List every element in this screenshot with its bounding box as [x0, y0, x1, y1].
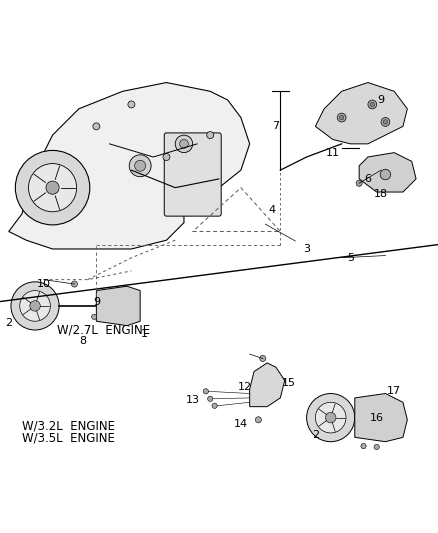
- Text: 5: 5: [347, 253, 354, 263]
- Circle shape: [11, 282, 59, 330]
- Text: 8: 8: [80, 336, 87, 346]
- Polygon shape: [9, 83, 250, 249]
- Circle shape: [260, 356, 266, 361]
- Circle shape: [135, 160, 145, 171]
- Text: 3: 3: [303, 244, 310, 254]
- FancyBboxPatch shape: [164, 133, 221, 216]
- Text: 10: 10: [37, 279, 51, 289]
- Text: 2: 2: [312, 430, 319, 440]
- Circle shape: [315, 402, 346, 433]
- Circle shape: [381, 118, 390, 126]
- Polygon shape: [355, 393, 407, 442]
- Text: W/2.7L  ENGINE: W/2.7L ENGINE: [57, 324, 150, 336]
- Circle shape: [339, 115, 344, 120]
- Circle shape: [203, 389, 208, 394]
- Circle shape: [20, 290, 50, 321]
- Circle shape: [129, 155, 151, 177]
- Circle shape: [255, 417, 261, 423]
- Text: 15: 15: [282, 377, 296, 387]
- Text: 14: 14: [234, 419, 248, 429]
- Circle shape: [337, 113, 346, 122]
- Text: 4: 4: [268, 205, 275, 215]
- Circle shape: [207, 132, 214, 139]
- Circle shape: [212, 403, 217, 408]
- Circle shape: [30, 301, 40, 311]
- Circle shape: [383, 120, 388, 124]
- Circle shape: [208, 396, 213, 401]
- Text: 1: 1: [141, 329, 148, 340]
- Text: W/3.2L  ENGINE: W/3.2L ENGINE: [22, 420, 115, 433]
- Text: 11: 11: [326, 148, 340, 158]
- Text: 13: 13: [186, 395, 200, 405]
- Circle shape: [325, 413, 336, 423]
- Circle shape: [175, 135, 193, 152]
- Text: 16: 16: [370, 413, 384, 423]
- Text: 9: 9: [93, 296, 100, 306]
- Polygon shape: [315, 83, 407, 144]
- Text: 18: 18: [374, 189, 388, 199]
- Circle shape: [128, 101, 135, 108]
- Circle shape: [307, 393, 355, 442]
- Circle shape: [370, 102, 374, 107]
- Circle shape: [15, 150, 90, 225]
- Circle shape: [368, 100, 377, 109]
- Text: 7: 7: [272, 122, 279, 131]
- Circle shape: [163, 154, 170, 160]
- Text: 6: 6: [364, 174, 371, 184]
- Text: 17: 17: [387, 386, 401, 397]
- Polygon shape: [359, 152, 416, 192]
- Polygon shape: [250, 363, 285, 407]
- Text: W/3.5L  ENGINE: W/3.5L ENGINE: [22, 432, 115, 445]
- Circle shape: [180, 140, 188, 148]
- Circle shape: [28, 164, 77, 212]
- Text: 9: 9: [378, 95, 385, 105]
- Circle shape: [361, 443, 366, 449]
- Text: 12: 12: [238, 382, 252, 392]
- Circle shape: [93, 123, 100, 130]
- Circle shape: [374, 445, 379, 449]
- Text: 2: 2: [5, 318, 12, 328]
- Polygon shape: [96, 286, 140, 326]
- Circle shape: [71, 281, 78, 287]
- Circle shape: [92, 314, 97, 319]
- Circle shape: [380, 169, 391, 180]
- Circle shape: [46, 181, 59, 194]
- Circle shape: [356, 180, 362, 187]
